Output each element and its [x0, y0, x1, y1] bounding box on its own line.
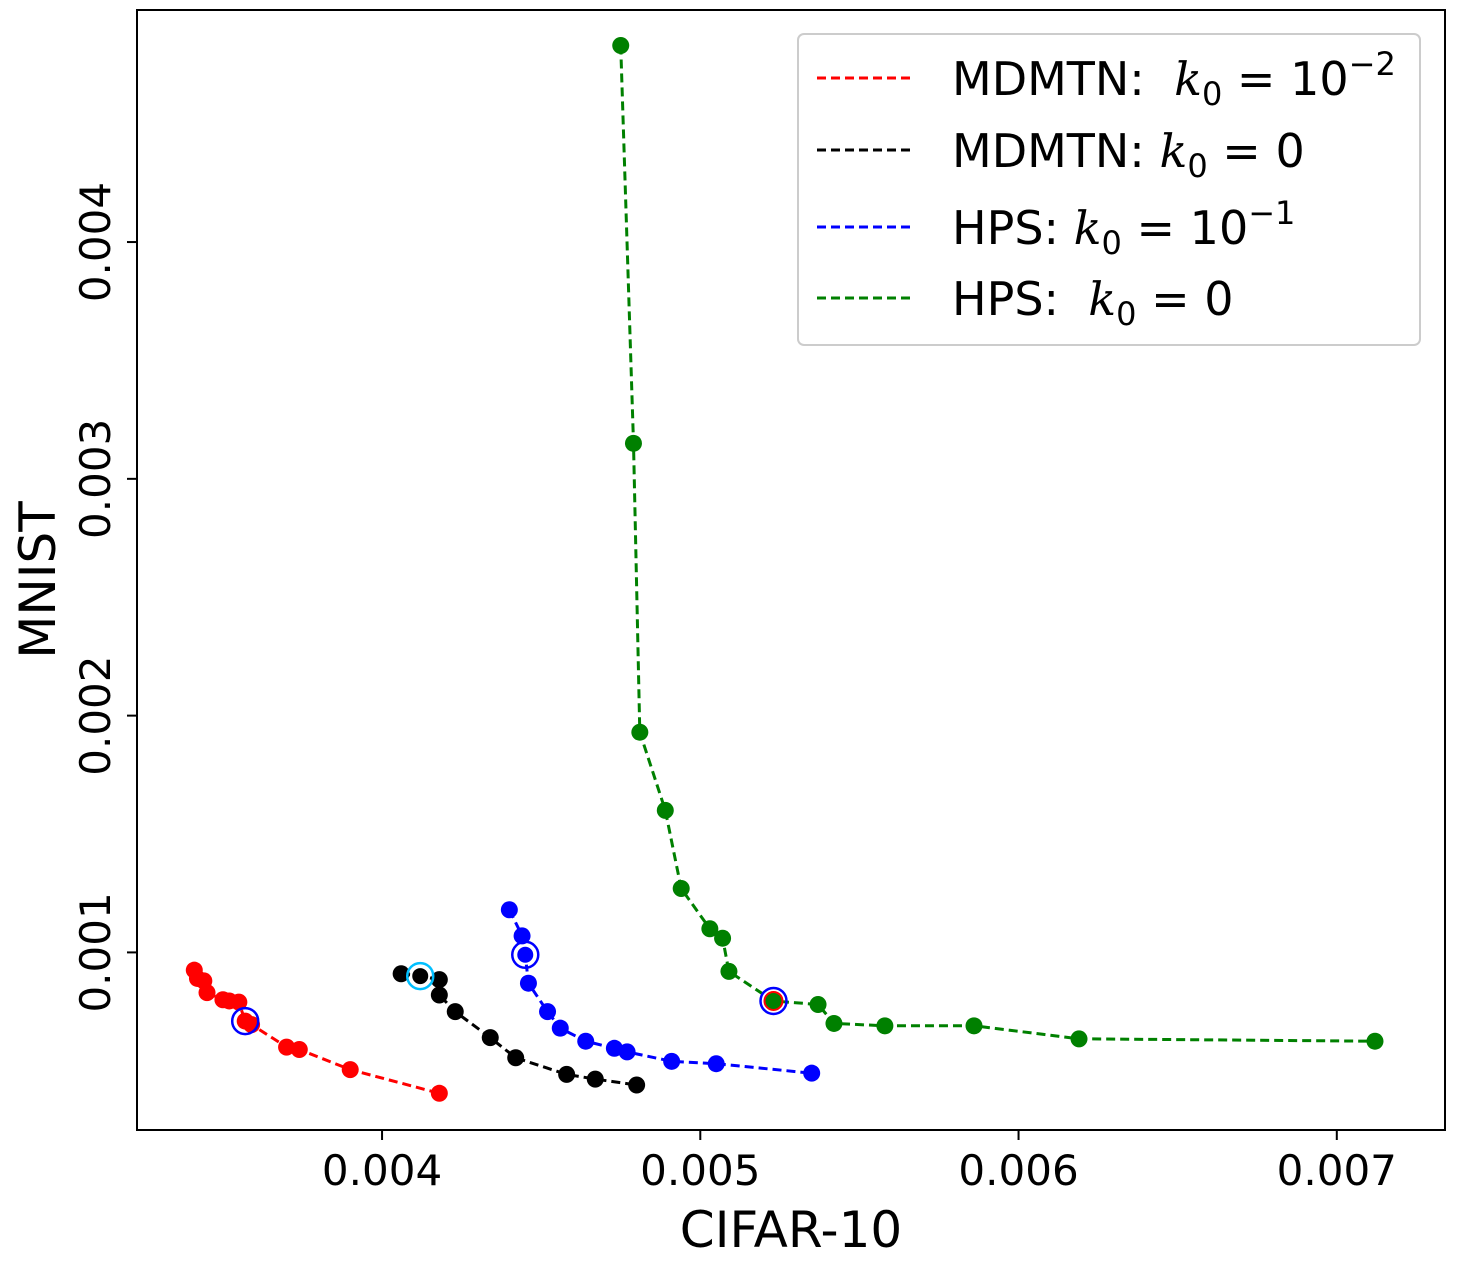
series-2-point [519, 974, 537, 992]
series-1-point [392, 965, 410, 983]
series-0-highlight-ring [230, 1006, 260, 1036]
series-1-point [507, 1049, 525, 1067]
legend-label-1: MDMTN: k0 = 0 [952, 124, 1305, 185]
x-tick-label: 0.004 [322, 1146, 442, 1195]
series-3-point [965, 1017, 983, 1035]
series-2-point [605, 1039, 623, 1057]
series-3-point [809, 996, 827, 1014]
series-3-highlight-inner [763, 990, 784, 1011]
series-2-point [663, 1052, 681, 1070]
legend-label-0: MDMTN: k0 = 10−2 [952, 45, 1396, 113]
x-axis-title: CIFAR-10 [680, 1201, 902, 1259]
series-3-point [672, 879, 690, 897]
series-1-point [430, 986, 448, 1004]
series-2-point [618, 1043, 636, 1061]
series-3-point [656, 801, 674, 819]
series-0-point [290, 1040, 308, 1058]
series-2-point [577, 1032, 595, 1050]
series-0-point [430, 1084, 448, 1102]
series-1-highlight-ring [405, 961, 435, 991]
series-1-point [430, 971, 448, 989]
series-1-point [558, 1065, 576, 1083]
series-2-point [551, 1019, 569, 1037]
series-0-point [278, 1038, 296, 1056]
series-3-highlight-ring [759, 986, 788, 1016]
x-tick-label: 0.005 [640, 1146, 760, 1195]
series-1-point [446, 1003, 464, 1021]
y-axis-title: MNIST [9, 501, 67, 659]
series-3-point [612, 37, 630, 55]
series-1-point [586, 1070, 604, 1088]
series-2-point [500, 901, 518, 919]
legend: MDMTN: k0 = 10−2 MDMTN: k0 = 0 HPS: k0 = 1… [797, 33, 1421, 346]
series-3-point [624, 434, 642, 452]
series-3-point [1366, 1032, 1384, 1050]
series-points [185, 37, 1384, 1102]
series-2-highlight-inner [515, 944, 536, 965]
series-3-point [825, 1014, 843, 1032]
x-tick-label: 0.006 [958, 1146, 1078, 1195]
series-0-point [198, 984, 216, 1002]
series-0-point [230, 993, 248, 1011]
series-3-point [1070, 1030, 1088, 1048]
series-0-point [341, 1061, 359, 1079]
y-tick-label: 0.002 [71, 655, 120, 775]
x-tick-label: 0.007 [1277, 1146, 1397, 1195]
series-2-point [707, 1055, 725, 1073]
legend-box [797, 33, 1421, 346]
series-2-point [539, 1003, 557, 1021]
series-2-point [516, 946, 534, 964]
y-tick-label: 0.003 [71, 419, 120, 539]
y-tick-label: 0.001 [71, 892, 120, 1012]
series-3-point [876, 1017, 894, 1035]
series-2-point [803, 1064, 821, 1082]
series-3-point [720, 962, 738, 980]
series-3-line [619, 45, 1376, 1043]
series-1-point [481, 1029, 499, 1047]
plot-frame [136, 9, 1446, 1131]
series-1-point [411, 967, 429, 985]
series-3-point [701, 920, 719, 938]
series-2-highlight-ring [511, 940, 540, 970]
series-1-point [628, 1076, 646, 1094]
series-3-point [764, 992, 782, 1010]
series-1-highlight-inner [410, 966, 431, 987]
y-tick-label: 0.004 [71, 182, 120, 302]
highlight-markers [230, 940, 788, 1036]
series-3-point [714, 929, 732, 947]
series-2-point [513, 927, 531, 945]
axis-ticks: 0.004 0.005 0.006 0.007 0.001 0.002 0.003 0.004 [71, 182, 1397, 1195]
legend-label-3: HPS: k0 = 0 [952, 272, 1234, 333]
legend-label-2: HPS: k0 = 10−1 [952, 194, 1295, 262]
series-3-point [631, 723, 649, 741]
